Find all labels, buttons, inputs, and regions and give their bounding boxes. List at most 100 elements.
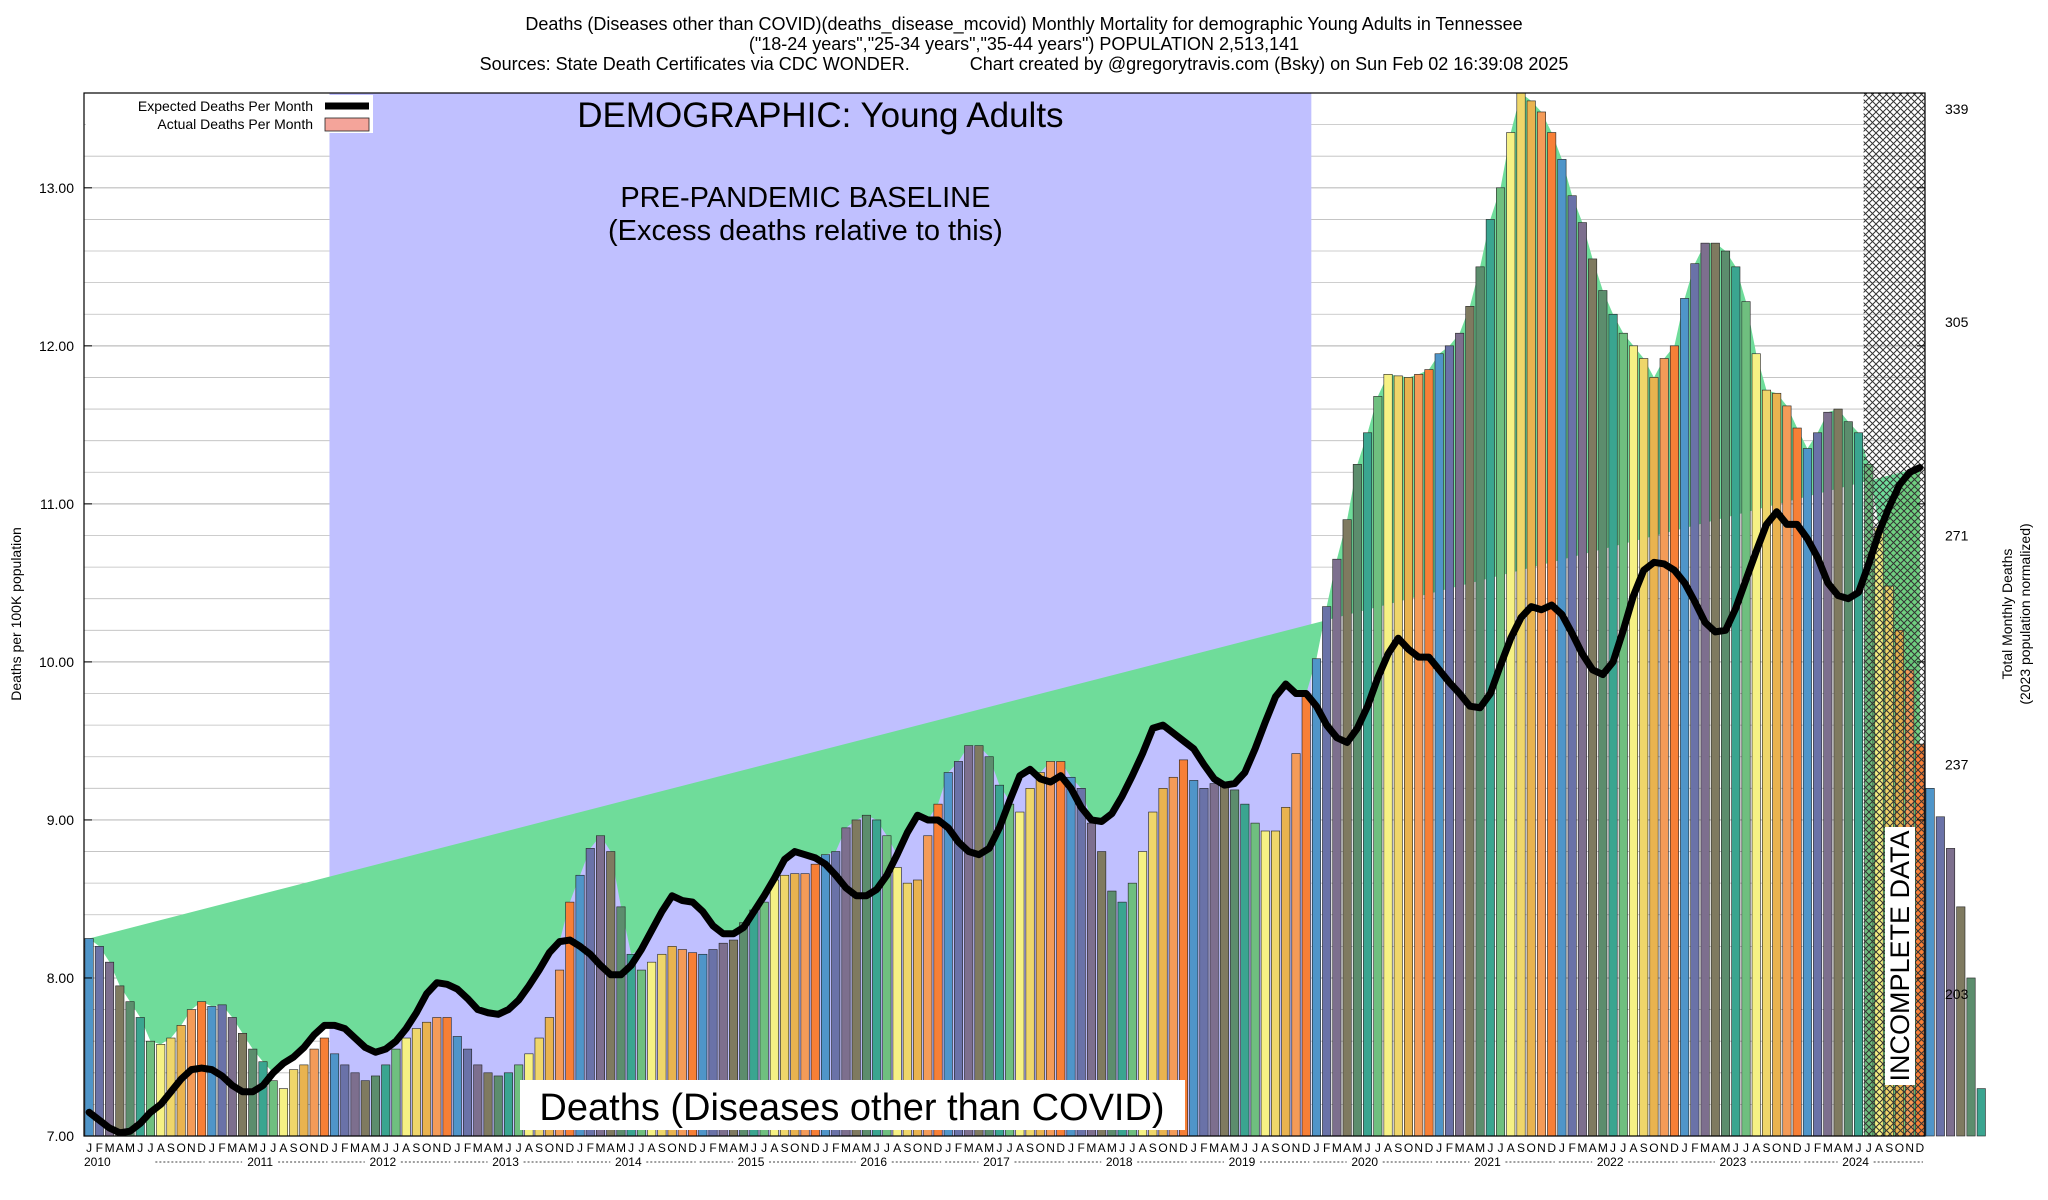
month-label: M — [1598, 1141, 1608, 1155]
month-label: J — [577, 1141, 583, 1155]
bar-2022-07 — [1618, 332, 1628, 1137]
month-label: J — [86, 1141, 92, 1155]
bar-2012-02 — [340, 1064, 350, 1137]
month-label: J — [1498, 1141, 1504, 1155]
bar-2022-02 — [1567, 195, 1577, 1137]
month-label: A — [1384, 1141, 1392, 1155]
demographic-heading: DEMOGRAPHIC: Young Adults — [577, 96, 1063, 135]
plot-frame — [83, 92, 1926, 1137]
bar-2010-03 — [105, 961, 115, 1137]
month-label: N — [1292, 1141, 1301, 1155]
bar-2019-02 — [1199, 788, 1209, 1137]
bar-2012-12 — [442, 1017, 452, 1137]
month-label: O — [1649, 1141, 1658, 1155]
month-label: A — [157, 1141, 165, 1155]
year-label: 2019 — [1229, 1155, 1256, 1169]
bar-2023-02 — [1690, 263, 1700, 1137]
month-label: M — [1475, 1141, 1485, 1155]
y-right-tick-label: 203 — [1945, 986, 1969, 1002]
bar-2023-08 — [1751, 353, 1761, 1137]
month-label: J — [137, 1141, 143, 1155]
month-label: O — [667, 1141, 676, 1155]
month-label: A — [1016, 1141, 1024, 1155]
month-label: N — [678, 1141, 687, 1155]
bar-2024-02 — [1813, 432, 1823, 1137]
month-label: M — [1455, 1141, 1465, 1155]
bar-2019-08 — [1260, 830, 1270, 1137]
month-label: J — [1682, 1141, 1688, 1155]
bar-2017-03 — [964, 745, 974, 1137]
year-label: 2015 — [738, 1155, 765, 1169]
bar-2020-02 — [1322, 606, 1332, 1137]
expected-deaths-line — [85, 464, 1924, 1137]
chart-title-line-1: Deaths (Diseases other than COVID)(death… — [525, 14, 1523, 34]
month-label: O — [422, 1141, 431, 1155]
bar-2019-04 — [1219, 784, 1229, 1137]
bar-2012-09 — [411, 1028, 421, 1137]
month-label: A — [1630, 1141, 1638, 1155]
month-label: S — [1640, 1141, 1648, 1155]
month-label: J — [1559, 1141, 1565, 1155]
y-axis-title: Deaths per 100K population — [8, 527, 24, 701]
bar-2022-12 — [1669, 345, 1679, 1137]
month-label: O — [1404, 1141, 1413, 1155]
bar-undefined-05 — [1966, 977, 1976, 1137]
month-label: J — [700, 1141, 706, 1155]
y-right-axis-subtitle: (2023 population normalized) — [2017, 523, 2033, 704]
month-label: J — [751, 1141, 757, 1155]
month-label: M — [493, 1141, 503, 1155]
bar-2021-01 — [1434, 353, 1444, 1137]
bar-2022-05 — [1598, 290, 1608, 1137]
month-label: J — [874, 1141, 880, 1155]
bar-2021-12 — [1547, 132, 1557, 1137]
year-label: 2023 — [1720, 1155, 1747, 1169]
month-label: N — [555, 1141, 564, 1155]
month-label: J — [1610, 1141, 1616, 1155]
month-label: A — [361, 1141, 369, 1155]
bar-2018-12 — [1178, 759, 1188, 1137]
month-label: M — [370, 1141, 380, 1155]
month-label: S — [781, 1141, 789, 1155]
bar-2019-10 — [1281, 806, 1291, 1137]
month-label: A — [1752, 1141, 1760, 1155]
month-label: S — [658, 1141, 666, 1155]
month-label: M — [1577, 1141, 1587, 1155]
month-label: F — [1200, 1141, 1207, 1155]
month-label: F — [955, 1141, 962, 1155]
month-label: A — [1711, 1141, 1719, 1155]
bar-2020-04 — [1342, 519, 1352, 1137]
month-label: J — [393, 1141, 399, 1155]
year-label: 2021 — [1474, 1155, 1501, 1169]
bar-2013-04 — [483, 1072, 493, 1137]
month-label: N — [310, 1141, 319, 1155]
month-label: F — [1691, 1141, 1698, 1155]
month-label: J — [1866, 1141, 1872, 1155]
month-label: J — [1252, 1141, 1258, 1155]
bar-2013-06 — [503, 1072, 513, 1137]
month-label: F — [96, 1141, 103, 1155]
month-label: J — [761, 1141, 767, 1155]
month-label: J — [628, 1141, 634, 1155]
bar-2019-11 — [1291, 753, 1301, 1137]
bar-2021-11 — [1536, 111, 1546, 1137]
incomplete-label-box — [1885, 827, 1915, 1085]
month-label: M — [596, 1141, 606, 1155]
month-label: N — [801, 1141, 810, 1155]
month-label: M — [964, 1141, 974, 1155]
bar-2010-01 — [84, 938, 94, 1137]
bar-2023-03 — [1700, 242, 1710, 1137]
baseline-sublabel: (Excess deaths relative to this) — [608, 215, 1003, 247]
month-label: O — [1158, 1141, 1167, 1155]
month-label: J — [1436, 1141, 1442, 1155]
month-label: O — [913, 1141, 922, 1155]
month-label: M — [350, 1141, 360, 1155]
month-label: A — [852, 1141, 860, 1155]
axes-layer: 7.00 8.00 9.00 10.00 11.00 12.00 13.00 203 237 27… — [39, 92, 1969, 1169]
month-label: O — [545, 1141, 554, 1155]
labels-layer: Deaths per 100K population Total Monthly … — [8, 95, 2033, 1130]
month-label: J — [1119, 1141, 1125, 1155]
month-label: J — [1129, 1141, 1135, 1155]
month-label: J — [454, 1141, 460, 1155]
month-label: A — [1139, 1141, 1147, 1155]
